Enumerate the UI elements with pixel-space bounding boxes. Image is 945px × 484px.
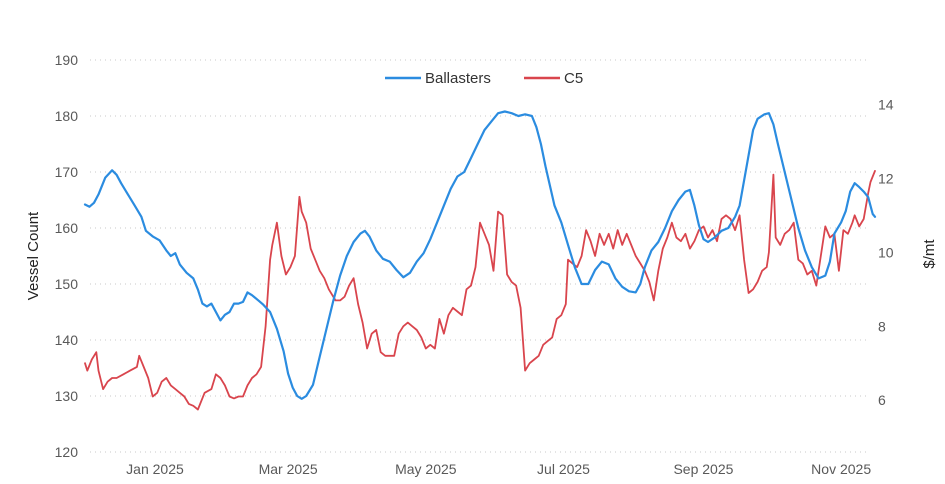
y-axis-title: Vessel Count [25,211,42,300]
right-axis-ticks: 6 8 10 12 14 [878,96,894,408]
left-axis-ticks: 120 130 140 150 160 170 180 190 [55,52,79,460]
legend: Ballasters C5 [385,70,583,87]
x-tick-label: Jan 2025 [126,461,184,477]
y2-tick-label: 6 [878,392,886,408]
x-axis-ticks: Jan 2025 Mar 2025 May 2025 Jul 2025 Sep 2025… [126,461,871,477]
y-tick-label: 190 [55,52,79,68]
x-tick-label: Jul 2025 [537,461,590,477]
y-tick-label: 160 [55,220,79,236]
series-line-ballasters [83,110,877,400]
y2-tick-label: 10 [878,244,894,260]
y2-axis-title: $/mt [921,239,938,269]
y-tick-label: 180 [55,108,79,124]
x-tick-label: Mar 2025 [259,461,318,477]
legend-label: C5 [564,70,583,87]
y-tick-label: 120 [55,444,79,460]
x-tick-label: Sep 2025 [673,461,733,477]
x-tick-label: May 2025 [395,461,457,477]
x-tick-label: Nov 2025 [811,461,871,477]
legend-label: Ballasters [425,70,491,87]
series-lines [83,110,877,411]
y-tick-label: 170 [55,164,79,180]
gridlines [90,59,868,453]
y2-tick-label: 12 [878,170,894,186]
y2-tick-label: 14 [878,96,894,112]
series-line-c5 [84,169,876,411]
y-tick-label: 150 [55,276,79,292]
y-tick-label: 130 [55,388,79,404]
y2-tick-label: 8 [878,318,886,334]
y-tick-label: 140 [55,332,79,348]
